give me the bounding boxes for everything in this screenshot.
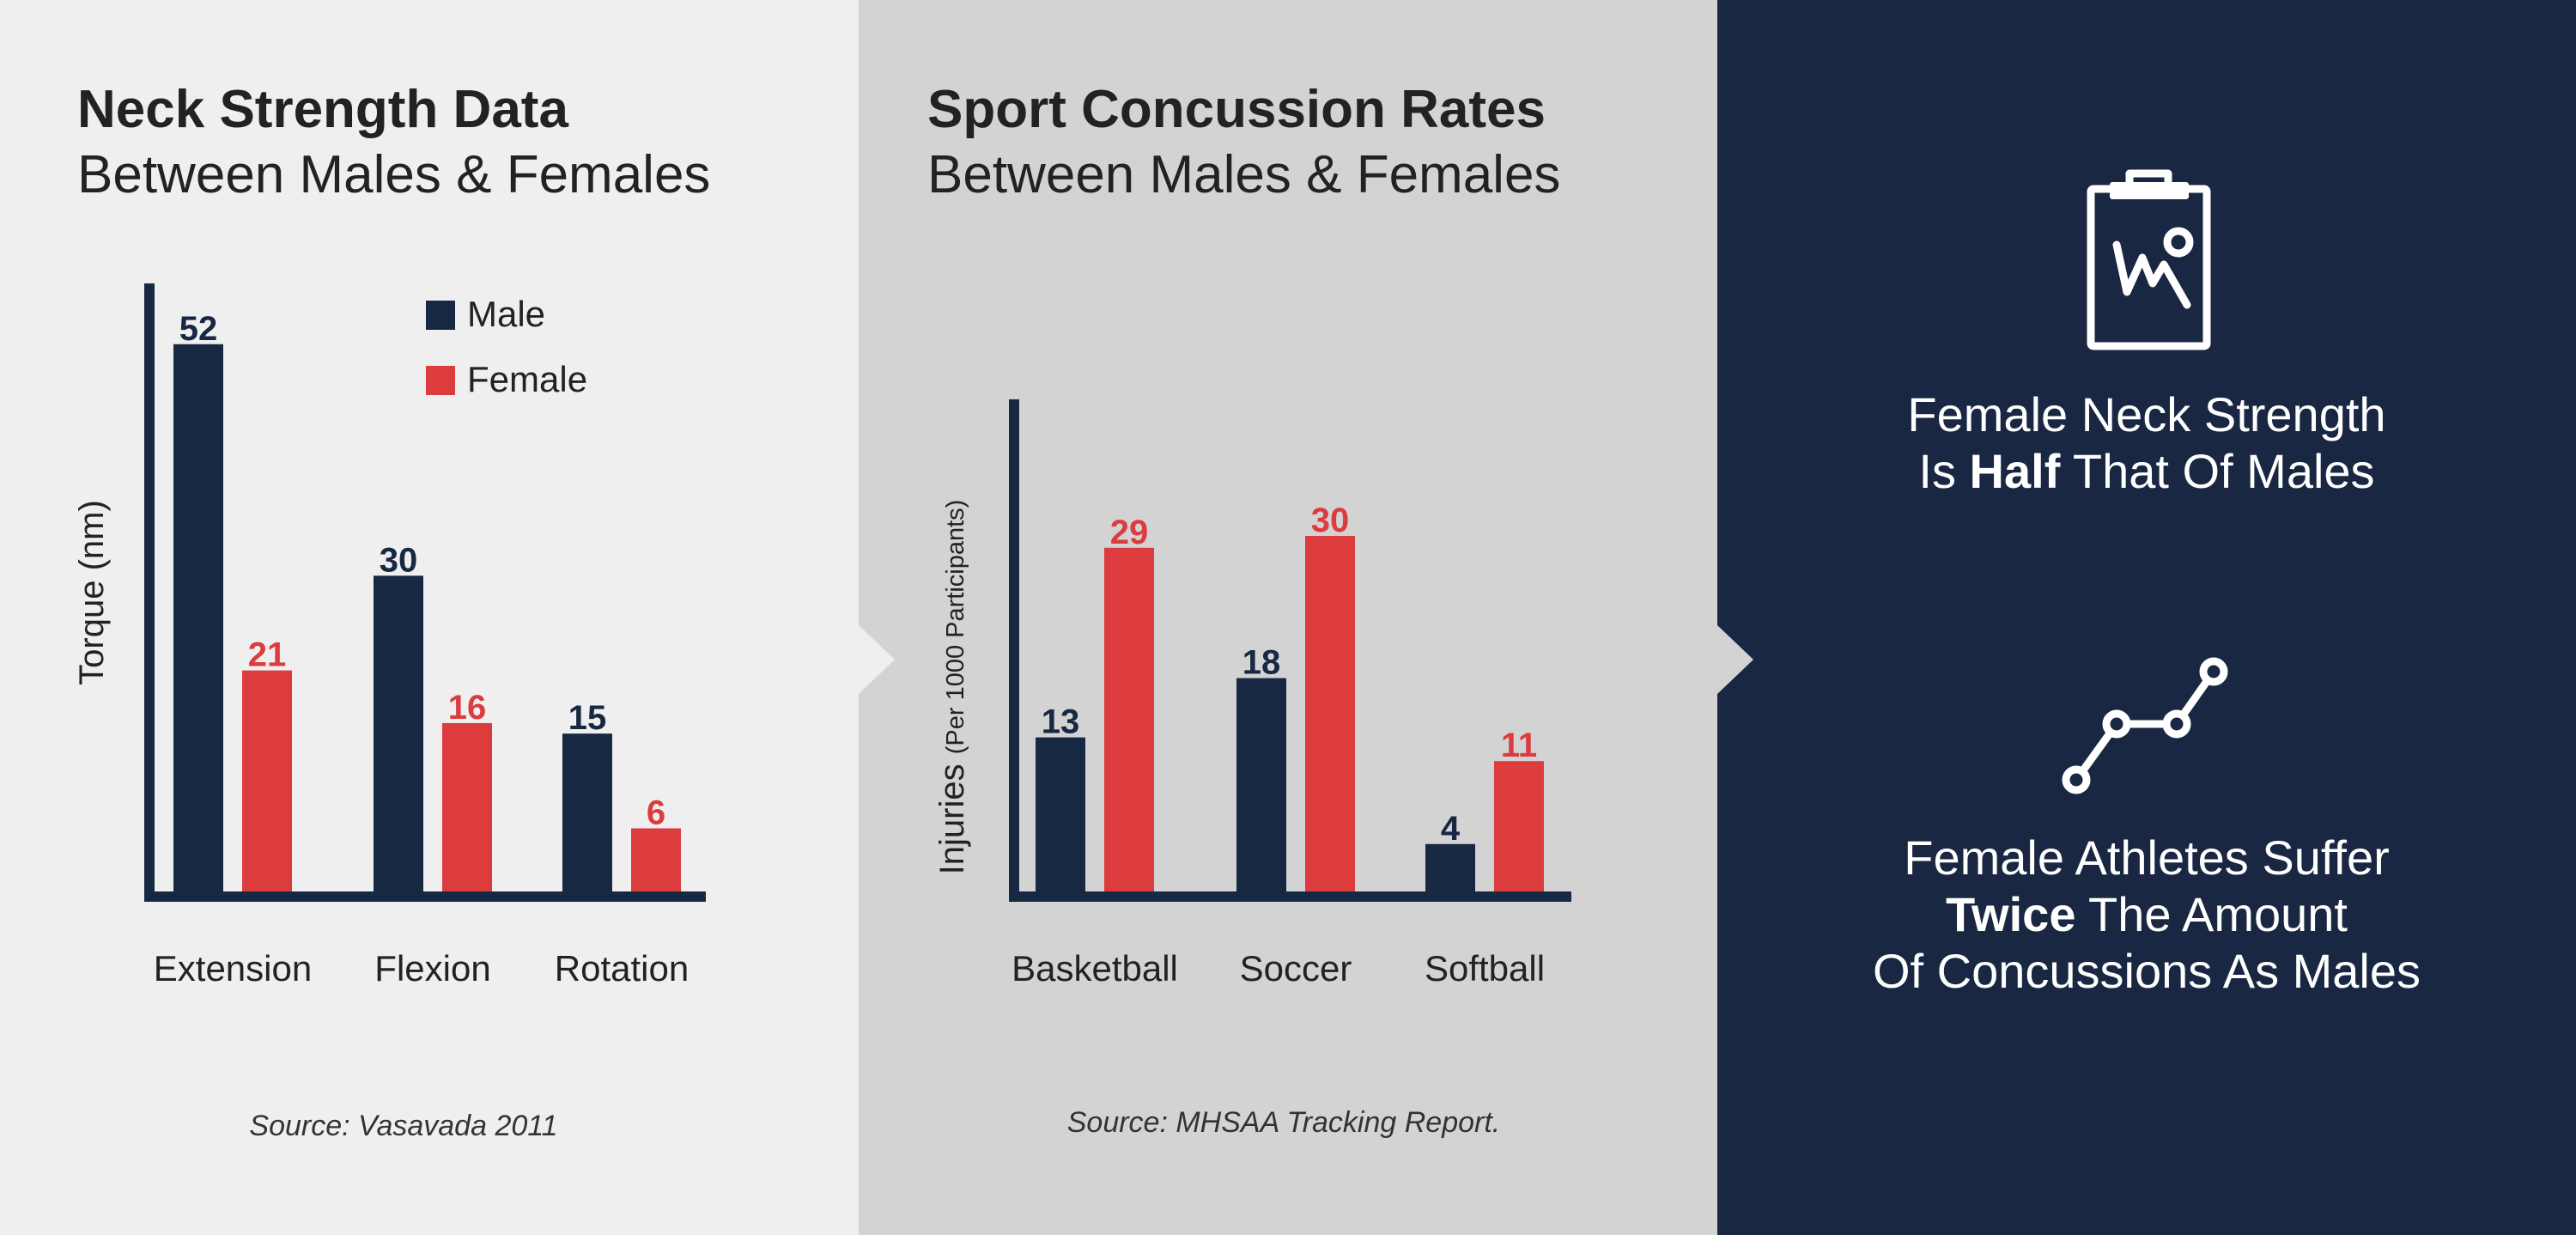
bar-female	[242, 670, 292, 891]
concussion-stat-line3: Of Concussions As Males	[1872, 944, 2421, 998]
y-axis-line	[1009, 399, 1019, 902]
bar-female	[442, 722, 492, 891]
bar-male	[173, 344, 223, 891]
stat-emphasis-twice: Twice	[1946, 887, 2076, 941]
y-axis-label: Torque (nm)	[73, 500, 111, 685]
stat-text-part: The Amount	[2075, 887, 2348, 941]
data-label: 13	[1042, 703, 1080, 741]
stat-text-part: Is	[1918, 444, 1970, 498]
concussion-rates-source: Source: MHSAA Tracking Report.	[1066, 1106, 1501, 1139]
data-label: 21	[248, 636, 287, 674]
data-label: 18	[1242, 644, 1281, 682]
category-label: Flexion	[374, 948, 490, 989]
y-axis-label-sub: (Per 1000 Participants)	[942, 500, 969, 755]
legend-swatch-male	[426, 301, 455, 330]
panel-divider-arrow-2	[1717, 625, 1753, 694]
legend-swatch-female	[426, 366, 455, 395]
concussion-rates-subtitle: Between Males & Females	[927, 145, 1561, 204]
data-label: 52	[179, 310, 218, 348]
bar-female	[1305, 536, 1355, 891]
neck-strength-subtitle: Between Males & Females	[77, 145, 711, 204]
line-graph-icon	[2061, 648, 2233, 807]
concussion-stat-line1: Female Athletes Suffer	[1904, 830, 2390, 885]
neck-strength-chart: 52 21 Extension 30 16 Flexion 15 6 Rotation Torqu…	[73, 283, 706, 989]
bar-male	[562, 733, 612, 891]
neck-strength-panel: Neck Strength Data Between Males & Femal…	[0, 0, 859, 1235]
x-axis-line	[144, 891, 706, 902]
category-label: Softball	[1425, 948, 1545, 989]
neck-strength-stat: Female Neck Strength Is Half That Of Mal…	[1717, 386, 2576, 500]
y-axis-label-main: Injuries	[933, 754, 971, 874]
data-label: 30	[1311, 502, 1350, 539]
category-label: Basketball	[1012, 948, 1178, 989]
bar-male	[374, 575, 423, 891]
legend-label-female: Female	[467, 359, 587, 399]
neck-strength-title: Neck Strength Data	[77, 80, 568, 139]
bar-male	[1425, 843, 1475, 891]
data-label: 29	[1110, 514, 1149, 551]
data-label: 11	[1501, 727, 1537, 764]
key-facts-panel: Female Neck Strength Is Half That Of Mal…	[1717, 0, 2576, 1235]
bar-female	[1104, 547, 1154, 891]
bar-male	[1236, 678, 1286, 891]
concussion-rates-panel: Sport Concussion Rates Between Males & F…	[859, 0, 1717, 1235]
stat-emphasis-half: Half	[1969, 444, 2061, 498]
category-label: Rotation	[555, 948, 689, 989]
data-label: 6	[647, 794, 665, 831]
data-label: 4	[1441, 810, 1461, 848]
category-label: Soccer	[1240, 948, 1352, 989]
y-axis-line	[144, 283, 155, 902]
concussion-stat: Female Athletes Suffer Twice The Amount …	[1717, 830, 2576, 1000]
legend-label-male: Male	[467, 294, 545, 334]
data-label: 30	[380, 541, 418, 579]
stat-text-part: That Of Males	[2060, 444, 2375, 498]
y-axis-label: Injuries (Per 1000 Participants)	[933, 500, 971, 875]
panel-divider-arrow-1	[859, 625, 895, 694]
bar-male	[1036, 737, 1085, 891]
category-label: Extension	[154, 948, 312, 989]
bar-female	[631, 828, 681, 891]
neck-strength-stat-line1: Female Neck Strength	[1907, 387, 2386, 441]
data-label: 15	[568, 699, 607, 737]
data-label: 16	[448, 689, 487, 727]
concussion-rates-chart: 13 29 Basketball 18 30 Soccer 4 11 Softball Injur…	[933, 399, 1571, 989]
clipboard-chart-icon	[2082, 163, 2220, 365]
neck-strength-source: Source: Vasavada 2011	[249, 1110, 558, 1142]
concussion-stat-line2: Twice The Amount	[1717, 886, 2576, 943]
neck-strength-stat-line2: Is Half That Of Males	[1717, 443, 2576, 500]
bar-female	[1494, 761, 1544, 891]
concussion-rates-title: Sport Concussion Rates	[927, 80, 1546, 139]
x-axis-line	[1009, 891, 1571, 902]
